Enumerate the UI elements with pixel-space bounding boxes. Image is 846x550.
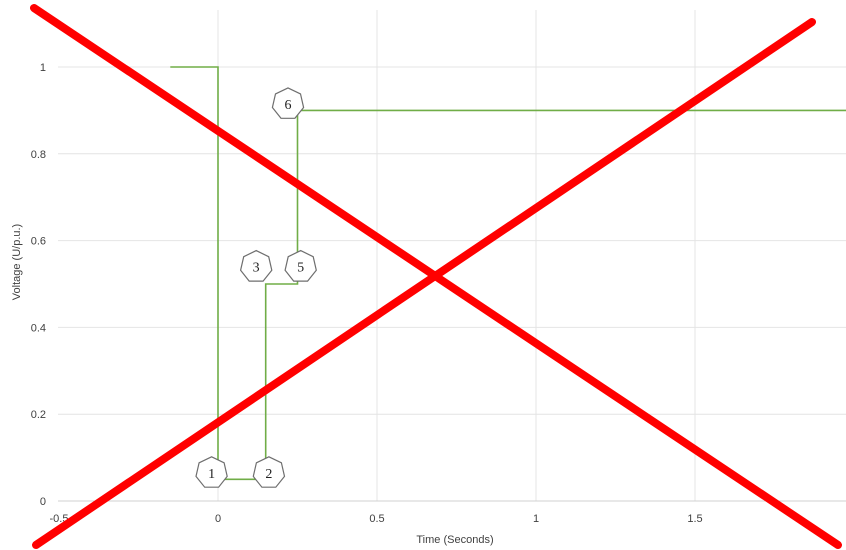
marker-heptagon — [271, 87, 305, 119]
y-tick-label: 0.2 — [31, 409, 46, 421]
tick-labels: -0.5 0 0.5 1 1.500.20.40.60.81 — [31, 62, 703, 525]
x-tick-label: 1 — [533, 513, 539, 525]
marker-label: 5 — [297, 261, 304, 276]
x-tick-label: 0.5 — [369, 513, 384, 525]
annotation-markers: 1 2 3 5 6 — [195, 87, 317, 488]
marker-label: 3 — [253, 261, 260, 276]
marker-heptagon — [252, 456, 286, 488]
marker-label: 6 — [284, 98, 291, 113]
marker-5: 5 — [284, 249, 317, 282]
x-tick-label: 1.5 — [687, 513, 702, 525]
marker-heptagon — [195, 456, 228, 488]
cross-out-mark — [30, 4, 842, 549]
marker-1: 1 — [195, 456, 228, 488]
y-tick-label: 0 — [40, 496, 46, 508]
x-axis-title: Time (Seconds) — [416, 534, 493, 546]
series — [170, 66, 846, 481]
y-tick-label: 0.6 — [31, 236, 46, 248]
marker-6: 6 — [271, 87, 305, 119]
marker-3: 3 — [239, 249, 273, 282]
y-tick-label: 0.4 — [31, 322, 46, 334]
cross-stroke-up — [32, 18, 816, 549]
grid — [58, 10, 846, 501]
marker-heptagon — [284, 249, 317, 282]
x-tick-label: 0 — [215, 513, 221, 525]
marker-2: 2 — [252, 456, 286, 488]
marker-label: 2 — [265, 467, 272, 482]
marker-heptagon — [239, 249, 273, 282]
series-line — [170, 66, 846, 481]
y-tick-label: 1 — [40, 62, 46, 74]
y-tick-label: 0.8 — [31, 149, 46, 161]
marker-label: 1 — [208, 467, 215, 482]
y-axis-title: Voltage (U/p.u.) — [11, 224, 23, 300]
